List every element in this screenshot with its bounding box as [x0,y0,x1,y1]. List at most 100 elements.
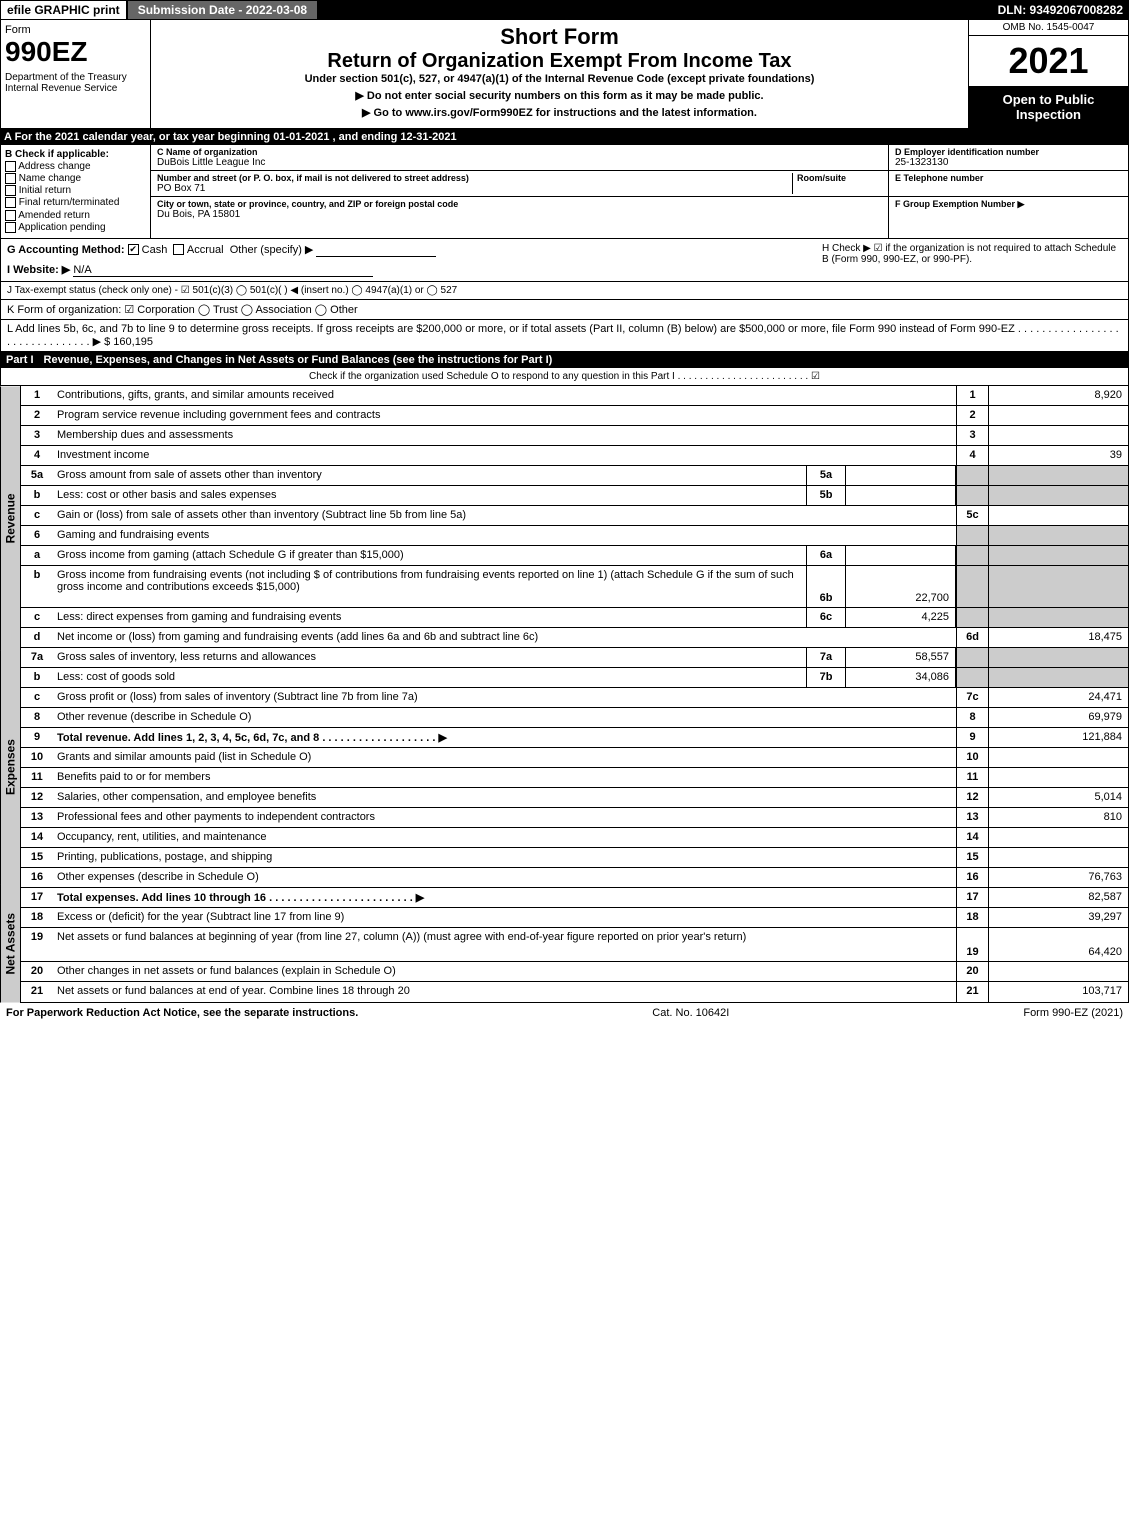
e-tel-label: E Telephone number [895,173,1122,183]
under-section: Under section 501(c), 527, or 4947(a)(1)… [155,73,964,85]
line-7c: cGross profit or (loss) from sales of in… [21,688,1128,708]
chk-final-return[interactable]: Final return/terminated [5,197,146,208]
chk-amended-return[interactable]: Amended return [5,210,146,221]
line-6d-value: 18,475 [988,628,1128,647]
line-20: 20Other changes in net assets or fund ba… [21,962,1128,982]
d-ein: 25-1323130 [895,157,1122,168]
header-center: Short Form Return of Organization Exempt… [151,20,968,128]
g-cash: Cash [142,244,168,256]
c-street: PO Box 71 [157,183,792,194]
line-6c: cLess: direct expenses from gaming and f… [21,608,1128,628]
line-14: 14Occupancy, rent, utilities, and mainte… [21,828,1128,848]
footer-formref: Form 990-EZ (2021) [1023,1007,1123,1019]
line-4-value: 39 [988,446,1128,465]
tax-year: 2021 [969,36,1128,86]
part1-title: Revenue, Expenses, and Changes in Net As… [44,354,553,366]
l-value: 160,195 [113,336,153,348]
line-13-value: 810 [988,808,1128,827]
line-21-value: 103,717 [988,982,1128,1002]
header-right: OMB No. 1545-0047 2021 Open to Public In… [968,20,1128,128]
line-13: 13Professional fees and other payments t… [21,808,1128,828]
line-21: 21Net assets or fund balances at end of … [21,982,1128,1002]
line-10: 10Grants and similar amounts paid (list … [21,748,1128,768]
do-not-enter-note: ▶ Do not enter social security numbers o… [155,89,964,102]
submission-date: Submission Date - 2022-03-08 [127,0,318,20]
dln: DLN: 93492067008282 [992,1,1129,19]
line-1: 1Contributions, gifts, grants, and simil… [21,386,1128,406]
b-label: B Check if applicable: [5,149,146,160]
row-a-calendar-year: A For the 2021 calendar year, or tax yea… [0,129,1129,145]
part1-check-line: Check if the organization used Schedule … [0,368,1129,386]
header-left: Form 990EZ Department of the Treasury In… [1,20,151,128]
col-b-checkboxes: B Check if applicable: Address change Na… [1,145,151,238]
line-8: 8Other revenue (describe in Schedule O)8… [21,708,1128,728]
side-revenue: Revenue [0,386,20,650]
chk-name-change[interactable]: Name change [5,173,146,184]
side-expenses: Expenses [0,650,20,885]
g-label: G Accounting Method: [7,244,125,256]
i-website: N/A [73,264,373,277]
line-6c-value: 4,225 [846,608,956,627]
line-2: 2Program service revenue including gover… [21,406,1128,426]
line-5a: 5aGross amount from sale of assets other… [21,466,1128,486]
line-18: 18Excess or (deficit) for the year (Subt… [21,908,1128,928]
line-12-value: 5,014 [988,788,1128,807]
row-g-h: G Accounting Method: Cash Accrual Other … [0,239,1129,282]
line-6b-value: 22,700 [846,566,956,607]
line-9-value: 121,884 [988,728,1128,747]
line-1-value: 8,920 [988,386,1128,405]
chk-address-change[interactable]: Address change [5,161,146,172]
line-7a-value: 58,557 [846,648,956,667]
line-4: 4Investment income439 [21,446,1128,466]
line-7a: 7aGross sales of inventory, less returns… [21,648,1128,668]
line-16: 16Other expenses (describe in Schedule O… [21,868,1128,888]
form-word: Form [5,24,146,36]
line-7b-value: 34,086 [846,668,956,687]
line-5c: cGain or (loss) from sale of assets othe… [21,506,1128,526]
line-7b: bLess: cost of goods sold7b34,086 [21,668,1128,688]
line-7c-value: 24,471 [988,688,1128,707]
part1-grid: 1Contributions, gifts, grants, and simil… [20,386,1129,1003]
g-other: Other (specify) ▶ [230,244,314,256]
c-name-label: C Name of organization [157,147,882,157]
line-16-value: 76,763 [988,868,1128,887]
section-bcdef: B Check if applicable: Address change Na… [0,145,1129,239]
f-group-label: F Group Exemption Number ▶ [895,199,1122,210]
col-de: D Employer identification number 25-1323… [888,145,1128,238]
form-header: Form 990EZ Department of the Treasury In… [0,20,1129,129]
c-city: Du Bois, PA 15801 [157,209,882,220]
line-11: 11Benefits paid to or for members11 [21,768,1128,788]
part1-header: Part I Revenue, Expenses, and Changes in… [0,352,1129,368]
line-19-value: 64,420 [988,928,1128,961]
form-title: Return of Organization Exempt From Incom… [155,50,964,73]
line-18-value: 39,297 [988,908,1128,927]
line-5b: bLess: cost or other basis and sales exp… [21,486,1128,506]
line-3: 3Membership dues and assessments3 [21,426,1128,446]
chk-application-pending[interactable]: Application pending [5,222,146,233]
chk-initial-return[interactable]: Initial return [5,185,146,196]
c-org-name: DuBois Little League Inc [157,157,882,168]
line-6b: bGross income from fundraising events (n… [21,566,1128,608]
part1-label: Part I [6,354,34,366]
c-street-label: Number and street (or P. O. box, if mail… [157,173,792,183]
line-8-value: 69,979 [988,708,1128,727]
dept-text: Department of the Treasury Internal Reve… [5,72,146,94]
side-netassets: Net Assets [0,885,20,1003]
line-19: 19Net assets or fund balances at beginni… [21,928,1128,962]
c-room-label: Room/suite [797,173,882,183]
d-ein-label: D Employer identification number [895,147,1122,157]
form-number: 990EZ [5,36,146,68]
row-k: K Form of organization: ☑ Corporation ◯ … [0,300,1129,320]
short-form-title: Short Form [155,24,964,50]
line-9: 9Total revenue. Add lines 1, 2, 3, 4, 5c… [21,728,1128,748]
line-6: 6Gaming and fundraising events [21,526,1128,546]
line-6a: aGross income from gaming (attach Schedu… [21,546,1128,566]
chk-accrual[interactable] [173,244,184,255]
efile-print-button[interactable]: efile GRAPHIC print [0,0,127,20]
chk-cash[interactable] [128,244,139,255]
line-17: 17Total expenses. Add lines 10 through 1… [21,888,1128,908]
col-c-org-info: C Name of organization DuBois Little Lea… [151,145,888,238]
row-j: J Tax-exempt status (check only one) - ☑… [0,282,1129,300]
line-15: 15Printing, publications, postage, and s… [21,848,1128,868]
h-note: H Check ▶ ☑ if the organization is not r… [822,243,1122,277]
